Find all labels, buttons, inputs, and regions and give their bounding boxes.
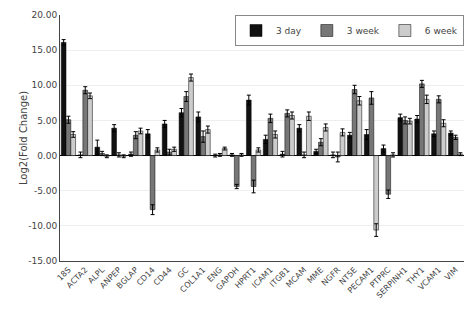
svg-text:ITGB1: ITGB1 <box>268 265 291 288</box>
svg-text:HPRT1: HPRT1 <box>233 265 258 290</box>
svg-text:-5.00: -5.00 <box>34 186 58 196</box>
svg-text:10.00: 10.00 <box>31 80 57 90</box>
svg-text:15.00: 15.00 <box>31 45 57 55</box>
svg-text:-15.00: -15.00 <box>28 256 57 266</box>
svg-text:PTPRC: PTPRC <box>368 265 393 290</box>
svg-text:CD44: CD44 <box>152 265 174 287</box>
svg-text:THY1: THY1 <box>404 265 426 287</box>
svg-text:ICAM1: ICAM1 <box>250 265 274 289</box>
svg-text:0.00: 0.00 <box>37 151 57 161</box>
svg-text:BGLAP: BGLAP <box>115 265 140 290</box>
svg-text:ACTA2: ACTA2 <box>65 265 90 290</box>
svg-text:ENG: ENG <box>206 265 225 284</box>
svg-text:VIM: VIM <box>443 265 460 282</box>
svg-text:NT5E: NT5E <box>338 265 359 286</box>
svg-text:PECAM1: PECAM1 <box>346 265 376 295</box>
svg-text:3 week: 3 week <box>347 26 380 36</box>
svg-text:CD14: CD14 <box>135 265 157 287</box>
svg-text:18S: 18S <box>56 265 73 282</box>
svg-text:Log2(Fold Change): Log2(Fold Change) <box>18 91 29 185</box>
svg-text:ANPEP: ANPEP <box>98 265 123 290</box>
svg-text:20.00: 20.00 <box>31 10 57 20</box>
svg-text:6 week: 6 week <box>425 26 458 36</box>
svg-text:COL1A1: COL1A1 <box>178 265 207 294</box>
svg-text:SERPINH1: SERPINH1 <box>375 265 410 300</box>
svg-text:5.00: 5.00 <box>37 116 57 126</box>
svg-text:ALPL: ALPL <box>86 265 106 285</box>
svg-text:MME: MME <box>305 265 325 285</box>
svg-text:MCAM: MCAM <box>284 265 308 289</box>
svg-text:3 day: 3 day <box>276 26 302 36</box>
svg-text:GC: GC <box>176 265 191 280</box>
svg-text:-10.00: -10.00 <box>28 221 57 231</box>
svg-text:GAPDH: GAPDH <box>214 265 241 292</box>
svg-text:VCAM1: VCAM1 <box>416 265 443 292</box>
svg-text:NGFR: NGFR <box>320 265 342 287</box>
